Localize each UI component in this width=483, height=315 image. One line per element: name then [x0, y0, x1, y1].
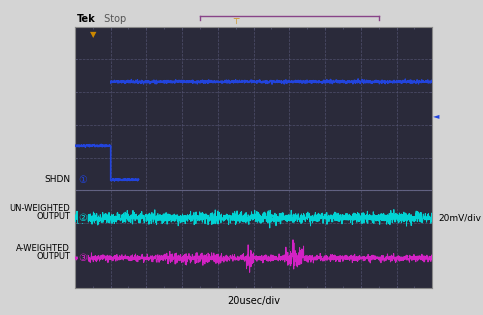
Text: OUTPUT: OUTPUT	[36, 212, 70, 220]
Text: 20usec/div: 20usec/div	[227, 295, 280, 306]
Text: ③: ③	[78, 253, 87, 263]
Text: OUTPUT: OUTPUT	[36, 252, 70, 261]
Text: ⊤: ⊤	[232, 17, 240, 26]
Text: A-WEIGHTED: A-WEIGHTED	[16, 244, 70, 253]
Text: ①: ①	[78, 175, 87, 185]
Text: ◄: ◄	[433, 111, 440, 120]
Text: UN-WEIGHTED: UN-WEIGHTED	[9, 204, 70, 213]
Text: 20mV/div: 20mV/div	[438, 213, 481, 222]
Text: ②: ②	[78, 213, 87, 223]
Text: Stop: Stop	[101, 14, 127, 24]
Text: Tek: Tek	[77, 14, 96, 24]
Text: SHDN: SHDN	[44, 175, 70, 184]
Text: ▼: ▼	[89, 30, 96, 39]
